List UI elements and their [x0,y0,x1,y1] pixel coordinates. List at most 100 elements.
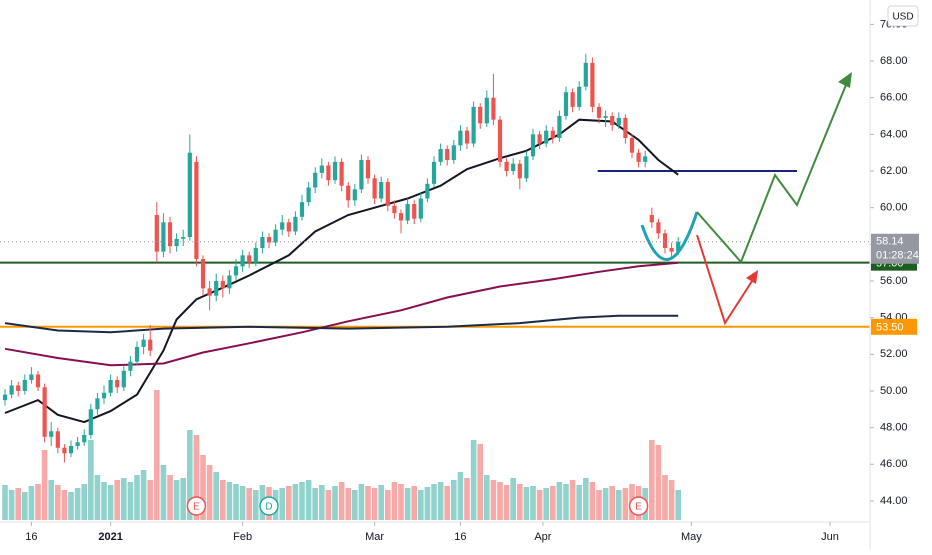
volume-bar [8,490,15,520]
volume-bar [160,465,167,520]
volume-bar [305,480,312,520]
volume-bar [127,482,134,520]
candle-body [471,106,476,144]
volume-bar [444,486,451,520]
price-label-box [871,318,917,335]
volume-bar [55,485,61,520]
volume-bar [576,485,583,520]
volume-bar [279,488,286,520]
volume-bar [404,488,411,520]
volume-bar [510,478,517,520]
candle-body [550,130,555,139]
x-tick-label: Feb [233,531,252,543]
volume-bar [662,475,668,520]
price-label: 53.50 [876,322,904,334]
candle-body [22,379,27,391]
candle-body [636,152,641,162]
volume-bar [200,455,206,520]
event-label: E [193,502,200,513]
volume-bar [121,478,127,520]
volume-bar [457,472,464,520]
countdown-label: 01:28:24 [876,250,919,262]
y-tick-label: 60.00 [880,202,908,214]
candle-body [108,379,113,393]
candle-body [194,161,199,259]
volume-bar [477,444,484,520]
volume-bar [338,482,345,520]
candle-body [148,339,153,351]
candle-body [207,288,212,296]
candle-body [643,156,648,162]
volume-bar [193,435,200,520]
candle-body [530,134,536,157]
candle-body [200,258,206,289]
candle-body [154,215,159,252]
volume-bar [484,475,490,520]
candle-body [299,202,305,217]
x-tick-label: May [681,531,702,543]
candle-body [662,233,668,248]
volume-bar [464,478,470,520]
volume-bar [411,486,418,520]
candle-body [68,445,74,454]
candle-body [240,255,245,267]
moving-average [4,261,679,367]
volume-bar [48,480,55,520]
candle-body [339,161,344,186]
volume-bar [299,482,305,520]
candle-body [62,447,67,454]
candle-body [412,204,417,219]
candle-body [438,149,443,162]
candle-body [293,216,298,232]
candle-body [372,178,377,199]
event-label: E [635,502,642,513]
y-tick-label: 46.00 [880,458,908,470]
volume-bar [173,480,180,520]
green-arrow [696,79,849,264]
candle-body [319,165,324,173]
y-tick-label: 52.00 [880,348,908,360]
candle-body [537,134,542,144]
volume-bar [239,486,246,520]
candle-body [174,238,179,247]
volume-bar [431,484,437,520]
volume-bar [596,490,602,520]
candle-body [253,247,258,263]
volume-bar [226,482,233,520]
candle-body [583,62,588,87]
candle-body [405,204,410,221]
volume-bar [602,488,609,520]
volume-bar [22,492,28,520]
volume-bar [503,485,510,520]
candle-body [115,379,120,388]
volume-bar [523,487,530,520]
volume-bar [213,472,220,520]
volume-bar [543,488,550,520]
volume-bar [589,482,596,520]
candle-body [95,398,100,410]
volume-bar [345,488,352,520]
volume-bar [563,484,569,520]
volume-bar [94,475,101,520]
volume-bar [61,490,68,520]
candle-body [544,130,549,144]
candle-body [458,130,463,146]
candle-body [187,152,192,237]
volume-bar [35,484,41,520]
volume-bar [81,484,88,520]
candle-body [563,92,569,117]
volume-bar [180,478,187,520]
candle-body [577,86,582,107]
candle-body [656,222,661,234]
x-tick-label: Jun [821,531,839,543]
candle-body [398,213,404,221]
y-tick-label: 50.00 [880,385,908,397]
volume-bar [325,490,332,520]
candle-body [220,280,225,289]
volume-bar [88,440,94,520]
candle-body [623,117,628,139]
candle-body [167,222,173,247]
current-price-label: 58.14 [876,236,904,248]
cup-drawing [640,211,699,261]
volume-bar [332,486,338,520]
